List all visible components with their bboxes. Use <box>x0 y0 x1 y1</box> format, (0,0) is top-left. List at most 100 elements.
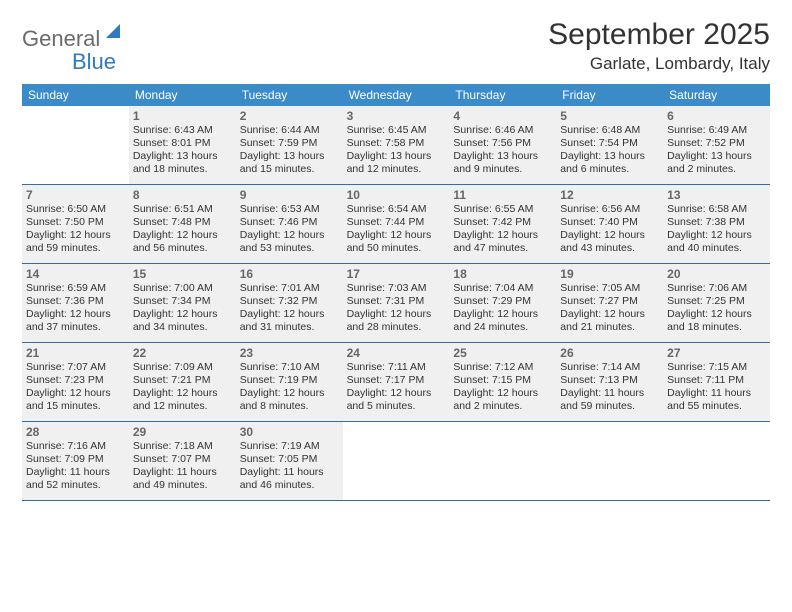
day-cell <box>22 106 129 184</box>
sunset-text: Sunset: 7:58 PM <box>347 137 446 150</box>
sunset-text: Sunset: 7:19 PM <box>240 374 339 387</box>
daylight-text: Daylight: 13 hours and 15 minutes. <box>240 150 339 176</box>
sunrise-text: Sunrise: 7:18 AM <box>133 440 232 453</box>
sunrise-text: Sunrise: 6:54 AM <box>347 203 446 216</box>
day-cell: 9Sunrise: 6:53 AMSunset: 7:46 PMDaylight… <box>236 185 343 263</box>
daylight-text: Daylight: 13 hours and 9 minutes. <box>453 150 552 176</box>
day-number: 5 <box>560 109 659 123</box>
day-cell: 11Sunrise: 6:55 AMSunset: 7:42 PMDayligh… <box>449 185 556 263</box>
daylight-text: Daylight: 12 hours and 15 minutes. <box>26 387 125 413</box>
day-cell <box>556 422 663 500</box>
sunrise-text: Sunrise: 6:56 AM <box>560 203 659 216</box>
day-number: 19 <box>560 267 659 281</box>
day-number: 18 <box>453 267 552 281</box>
sunset-text: Sunset: 7:34 PM <box>133 295 232 308</box>
day-number: 30 <box>240 425 339 439</box>
logo-triangle-icon <box>106 24 120 38</box>
daylight-text: Daylight: 12 hours and 47 minutes. <box>453 229 552 255</box>
sunrise-text: Sunrise: 7:15 AM <box>667 361 766 374</box>
sunset-text: Sunset: 7:27 PM <box>560 295 659 308</box>
day-cell: 22Sunrise: 7:09 AMSunset: 7:21 PMDayligh… <box>129 343 236 421</box>
sunset-text: Sunset: 7:17 PM <box>347 374 446 387</box>
weeks-container: 1Sunrise: 6:43 AMSunset: 8:01 PMDaylight… <box>22 106 770 501</box>
weekday-header: Saturday <box>663 84 770 106</box>
day-number: 26 <box>560 346 659 360</box>
weekday-header: Friday <box>556 84 663 106</box>
daylight-text: Daylight: 11 hours and 52 minutes. <box>26 466 125 492</box>
day-cell: 7Sunrise: 6:50 AMSunset: 7:50 PMDaylight… <box>22 185 129 263</box>
title-block: September 2025 Garlate, Lombardy, Italy <box>548 18 770 74</box>
weekday-header: Tuesday <box>236 84 343 106</box>
day-cell: 13Sunrise: 6:58 AMSunset: 7:38 PMDayligh… <box>663 185 770 263</box>
daylight-text: Daylight: 13 hours and 2 minutes. <box>667 150 766 176</box>
week-row: 7Sunrise: 6:50 AMSunset: 7:50 PMDaylight… <box>22 185 770 264</box>
daylight-text: Daylight: 12 hours and 24 minutes. <box>453 308 552 334</box>
day-cell: 15Sunrise: 7:00 AMSunset: 7:34 PMDayligh… <box>129 264 236 342</box>
day-number: 1 <box>133 109 232 123</box>
day-number: 10 <box>347 188 446 202</box>
day-cell: 20Sunrise: 7:06 AMSunset: 7:25 PMDayligh… <box>663 264 770 342</box>
daylight-text: Daylight: 12 hours and 43 minutes. <box>560 229 659 255</box>
daylight-text: Daylight: 11 hours and 59 minutes. <box>560 387 659 413</box>
sunset-text: Sunset: 7:21 PM <box>133 374 232 387</box>
day-cell: 4Sunrise: 6:46 AMSunset: 7:56 PMDaylight… <box>449 106 556 184</box>
day-cell: 25Sunrise: 7:12 AMSunset: 7:15 PMDayligh… <box>449 343 556 421</box>
day-cell: 28Sunrise: 7:16 AMSunset: 7:09 PMDayligh… <box>22 422 129 500</box>
day-cell: 12Sunrise: 6:56 AMSunset: 7:40 PMDayligh… <box>556 185 663 263</box>
daylight-text: Daylight: 12 hours and 40 minutes. <box>667 229 766 255</box>
daylight-text: Daylight: 12 hours and 59 minutes. <box>26 229 125 255</box>
day-number: 15 <box>133 267 232 281</box>
day-cell: 1Sunrise: 6:43 AMSunset: 8:01 PMDaylight… <box>129 106 236 184</box>
day-number: 28 <box>26 425 125 439</box>
sunset-text: Sunset: 7:11 PM <box>667 374 766 387</box>
sunrise-text: Sunrise: 7:12 AM <box>453 361 552 374</box>
day-cell: 8Sunrise: 6:51 AMSunset: 7:48 PMDaylight… <box>129 185 236 263</box>
sunrise-text: Sunrise: 6:50 AM <box>26 203 125 216</box>
sunset-text: Sunset: 7:50 PM <box>26 216 125 229</box>
day-number: 9 <box>240 188 339 202</box>
sunrise-text: Sunrise: 7:14 AM <box>560 361 659 374</box>
daylight-text: Daylight: 12 hours and 31 minutes. <box>240 308 339 334</box>
sunrise-text: Sunrise: 6:58 AM <box>667 203 766 216</box>
day-cell: 3Sunrise: 6:45 AMSunset: 7:58 PMDaylight… <box>343 106 450 184</box>
daylight-text: Daylight: 11 hours and 46 minutes. <box>240 466 339 492</box>
logo-word2: Blue <box>72 49 116 74</box>
sunset-text: Sunset: 7:56 PM <box>453 137 552 150</box>
logo-text-block: General Blue <box>22 24 120 74</box>
sunrise-text: Sunrise: 7:10 AM <box>240 361 339 374</box>
sunrise-text: Sunrise: 7:03 AM <box>347 282 446 295</box>
day-number: 6 <box>667 109 766 123</box>
daylight-text: Daylight: 12 hours and 5 minutes. <box>347 387 446 413</box>
day-cell: 30Sunrise: 7:19 AMSunset: 7:05 PMDayligh… <box>236 422 343 500</box>
logo: General Blue <box>22 24 120 74</box>
sunset-text: Sunset: 7:52 PM <box>667 137 766 150</box>
daylight-text: Daylight: 13 hours and 6 minutes. <box>560 150 659 176</box>
month-title: September 2025 <box>548 18 770 52</box>
sunrise-text: Sunrise: 7:19 AM <box>240 440 339 453</box>
logo-word1: General <box>22 26 100 51</box>
day-cell <box>343 422 450 500</box>
sunrise-text: Sunrise: 6:46 AM <box>453 124 552 137</box>
sunset-text: Sunset: 7:05 PM <box>240 453 339 466</box>
day-number: 4 <box>453 109 552 123</box>
sunset-text: Sunset: 7:36 PM <box>26 295 125 308</box>
sunset-text: Sunset: 7:44 PM <box>347 216 446 229</box>
sunrise-text: Sunrise: 7:16 AM <box>26 440 125 453</box>
day-number: 13 <box>667 188 766 202</box>
day-cell: 17Sunrise: 7:03 AMSunset: 7:31 PMDayligh… <box>343 264 450 342</box>
day-number: 22 <box>133 346 232 360</box>
sunrise-text: Sunrise: 6:49 AM <box>667 124 766 137</box>
daylight-text: Daylight: 12 hours and 34 minutes. <box>133 308 232 334</box>
sunset-text: Sunset: 7:40 PM <box>560 216 659 229</box>
sunset-text: Sunset: 7:54 PM <box>560 137 659 150</box>
sunset-text: Sunset: 7:46 PM <box>240 216 339 229</box>
sunrise-text: Sunrise: 6:59 AM <box>26 282 125 295</box>
day-cell <box>449 422 556 500</box>
weekday-header: Monday <box>129 84 236 106</box>
sunrise-text: Sunrise: 6:44 AM <box>240 124 339 137</box>
day-cell: 19Sunrise: 7:05 AMSunset: 7:27 PMDayligh… <box>556 264 663 342</box>
day-number: 20 <box>667 267 766 281</box>
day-number: 29 <box>133 425 232 439</box>
sunrise-text: Sunrise: 6:45 AM <box>347 124 446 137</box>
day-number: 27 <box>667 346 766 360</box>
